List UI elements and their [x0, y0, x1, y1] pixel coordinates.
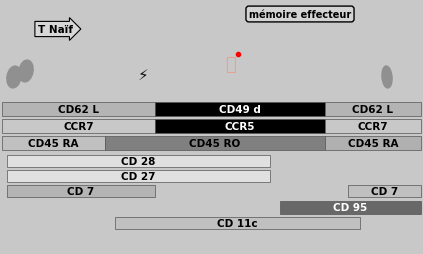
Text: ✊: ✊ [225, 56, 235, 74]
Bar [280, 201, 421, 214]
Bar [325, 120, 421, 133]
Text: mémoire effecteur: mémoire effecteur [249, 10, 351, 20]
Text: T Naïf: T Naïf [38, 25, 72, 35]
Bar [105, 136, 325, 150]
Bar [2, 136, 105, 150]
Text: CD62 L: CD62 L [58, 105, 99, 115]
Text: CD 28: CD 28 [121, 156, 156, 166]
Text: CD 7: CD 7 [67, 186, 95, 196]
Text: CD 27: CD 27 [121, 171, 156, 181]
Text: CD45 RA: CD45 RA [348, 138, 398, 148]
Bar [2, 120, 155, 133]
Bar [115, 217, 360, 229]
Bar [7, 155, 270, 167]
Text: CD49 d: CD49 d [219, 105, 261, 115]
Ellipse shape [7, 67, 21, 89]
Text: ⚡: ⚡ [137, 67, 148, 82]
Text: CD45 RA: CD45 RA [28, 138, 79, 148]
Bar [155, 103, 325, 117]
Text: CD 95: CD 95 [333, 203, 368, 213]
Text: CCR5: CCR5 [225, 121, 255, 132]
Bar [325, 136, 421, 150]
Text: CD45 RO: CD45 RO [190, 138, 241, 148]
Text: CCR7: CCR7 [63, 121, 94, 132]
Text: CCR7: CCR7 [358, 121, 388, 132]
Bar [7, 185, 155, 197]
Text: CD 11c: CD 11c [217, 218, 258, 228]
Ellipse shape [382, 67, 392, 89]
Bar [2, 103, 155, 117]
Ellipse shape [19, 61, 33, 83]
Text: CD 7: CD 7 [371, 186, 398, 196]
Bar [155, 120, 325, 133]
Bar [325, 103, 421, 117]
Text: CD62 L: CD62 L [352, 105, 393, 115]
Bar [7, 170, 270, 182]
Bar [348, 185, 421, 197]
